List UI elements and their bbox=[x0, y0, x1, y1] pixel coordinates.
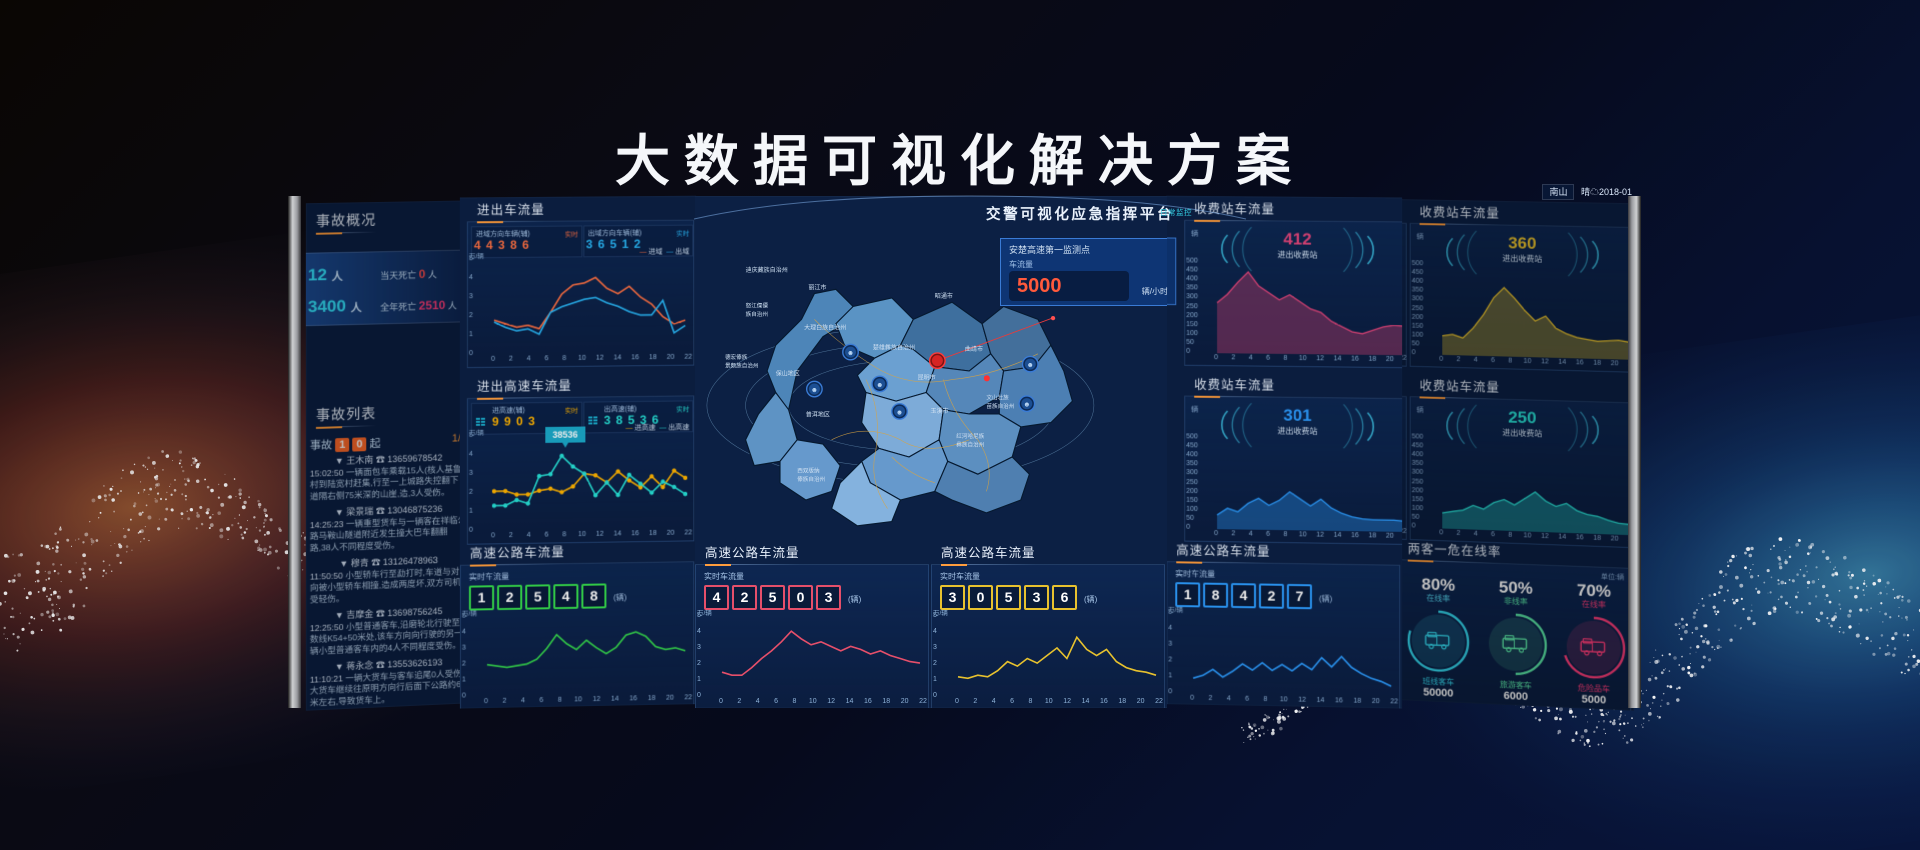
svg-text:☻: ☻ bbox=[1027, 362, 1034, 369]
svg-text:☻: ☻ bbox=[847, 350, 854, 357]
svg-text:☻: ☻ bbox=[811, 387, 818, 394]
svg-text:☻: ☻ bbox=[876, 382, 883, 389]
svg-text:☻: ☻ bbox=[896, 409, 903, 416]
svg-text:☻: ☻ bbox=[1023, 402, 1030, 409]
